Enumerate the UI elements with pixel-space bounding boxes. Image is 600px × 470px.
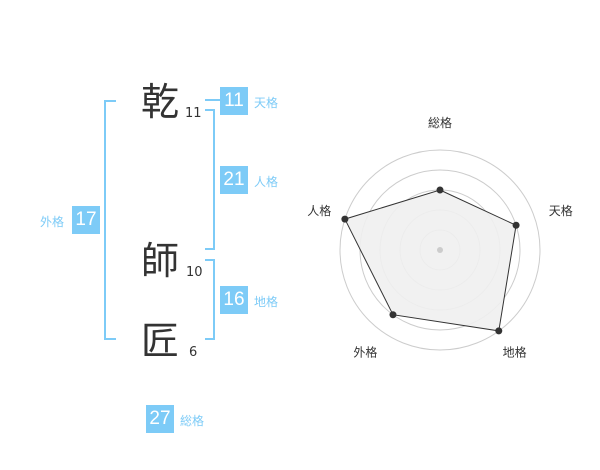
name-char-1: 乾 bbox=[141, 80, 180, 124]
gaikaku-value: 17 bbox=[72, 206, 100, 234]
radar-axis-label: 天格 bbox=[549, 203, 573, 218]
stroke-count-1: 11 bbox=[185, 106, 202, 121]
radar-point bbox=[341, 215, 349, 223]
tenkaku-value: 11 bbox=[220, 87, 248, 115]
jinkaku-label: 人格 bbox=[254, 175, 279, 189]
radar-point bbox=[512, 221, 520, 229]
jinkaku-value: 21 bbox=[220, 166, 248, 194]
radar-axis-label: 人格 bbox=[307, 203, 331, 218]
name-char-3: 匠 bbox=[141, 319, 180, 363]
name-char-2: 師 bbox=[141, 239, 180, 283]
gaikaku-label: 外格 bbox=[40, 215, 65, 229]
radar-ring bbox=[339, 149, 541, 351]
radar-point bbox=[389, 311, 397, 319]
radar-axis-label: 外格 bbox=[353, 345, 377, 360]
chikaku-label: 地格 bbox=[254, 295, 279, 309]
radar-center bbox=[437, 247, 443, 253]
radar-point bbox=[495, 327, 503, 335]
radar-point bbox=[436, 186, 444, 194]
stroke-count-3: 6 bbox=[189, 345, 198, 360]
chikaku-value: 16 bbox=[220, 286, 248, 314]
radar-axis-label: 地格 bbox=[503, 345, 527, 360]
radar-axis-label: 総格 bbox=[428, 115, 452, 130]
radar-polygon bbox=[344, 189, 517, 332]
tenkaku-label: 天格 bbox=[254, 96, 279, 110]
soukaku-label: 総格 bbox=[180, 414, 205, 428]
stroke-count-2: 10 bbox=[186, 265, 203, 280]
soukaku-value: 27 bbox=[146, 405, 174, 433]
